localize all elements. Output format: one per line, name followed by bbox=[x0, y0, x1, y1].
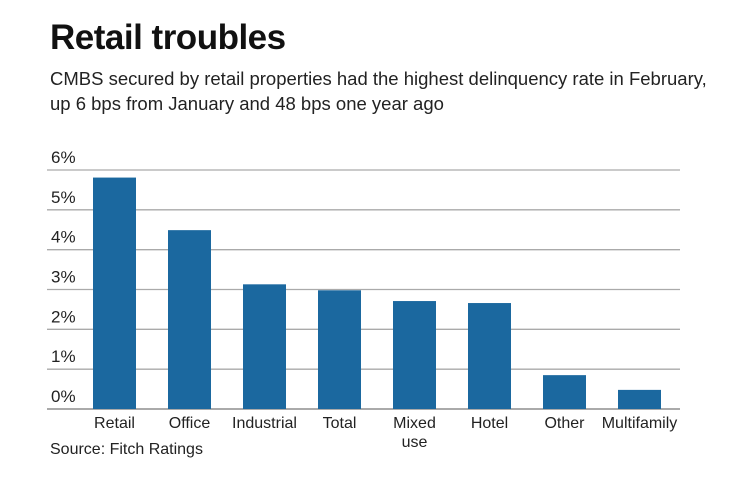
bar-mixed-use bbox=[393, 301, 436, 409]
bar-office bbox=[168, 230, 211, 409]
y-tick-label: 5% bbox=[51, 188, 76, 207]
source-note: Source: Fitch Ratings bbox=[50, 441, 203, 458]
bar-retail bbox=[93, 177, 136, 409]
x-tick-label: Total bbox=[323, 415, 357, 432]
y-tick-label: 3% bbox=[51, 268, 76, 287]
bar-total bbox=[318, 290, 361, 409]
x-tick-label: Hotel bbox=[471, 415, 508, 432]
x-tick-label: Retail bbox=[94, 415, 135, 432]
bar-industrial bbox=[243, 284, 286, 409]
y-tick-label: 4% bbox=[51, 228, 76, 247]
x-tick-label: Multifamily bbox=[602, 415, 678, 432]
y-tick-label: 2% bbox=[51, 307, 76, 326]
chart-subtitle: CMBS secured by retail properties had th… bbox=[50, 68, 707, 114]
x-tick-label: Other bbox=[544, 415, 585, 432]
x-tick-label: Office bbox=[169, 415, 211, 432]
y-tick-label: 6% bbox=[51, 148, 76, 167]
x-tick-label: Mixed use bbox=[393, 415, 436, 451]
bar-multifamily bbox=[618, 389, 661, 409]
bar-hotel bbox=[468, 303, 511, 409]
bar-other bbox=[543, 375, 586, 409]
chart-title: Retail troubles bbox=[50, 18, 286, 57]
y-tick-label: 1% bbox=[51, 347, 76, 366]
y-tick-label: 0% bbox=[51, 387, 76, 406]
x-tick-label: Industrial bbox=[232, 415, 297, 432]
